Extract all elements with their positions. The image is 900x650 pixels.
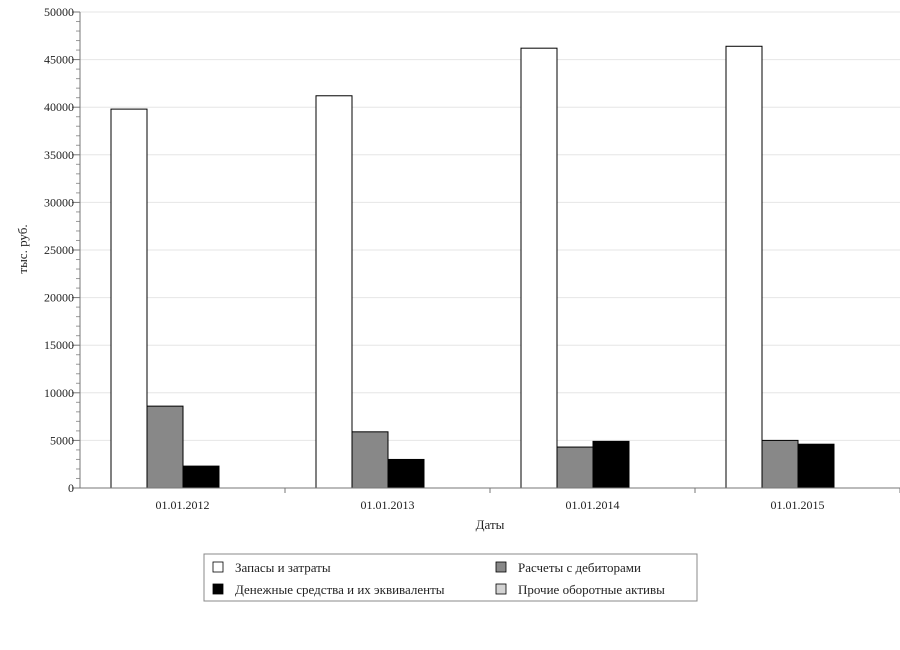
bar bbox=[110, 108, 148, 489]
bar bbox=[387, 458, 425, 489]
y-tick-label: 0 bbox=[68, 481, 74, 495]
bars bbox=[110, 45, 835, 489]
legend-box bbox=[203, 553, 698, 602]
legend-label: Расчеты с дебиторами bbox=[518, 560, 641, 575]
x-tick-label: 01.01.2014 bbox=[566, 498, 620, 512]
y-tick-label: 10000 bbox=[44, 386, 74, 400]
bar bbox=[315, 95, 353, 489]
x-tick-label: 01.01.2012 bbox=[156, 498, 210, 512]
legend-swatch bbox=[495, 561, 507, 573]
bar bbox=[182, 465, 220, 489]
bar bbox=[592, 440, 630, 489]
y-tick-label: 15000 bbox=[44, 338, 74, 352]
bar bbox=[797, 443, 835, 489]
bar bbox=[520, 47, 558, 489]
grid bbox=[80, 11, 900, 441]
legend-swatch bbox=[212, 561, 224, 573]
axes: 0 5000 10000 15000 20000 25000 30000 35000 40000… bbox=[44, 5, 900, 512]
legend-label: Запасы и затраты bbox=[235, 560, 331, 575]
bar bbox=[761, 439, 799, 489]
y-tick-label: 45000 bbox=[44, 53, 74, 67]
legend: Запасы и затраты Расчеты с дебиторами Дене… bbox=[203, 553, 698, 602]
x-axis-title: Даты bbox=[476, 517, 505, 532]
legend-swatch bbox=[495, 583, 507, 595]
legend-label: Денежные средства и их эквиваленты bbox=[235, 582, 445, 597]
bar bbox=[556, 446, 594, 489]
y-tick-label: 40000 bbox=[44, 100, 74, 114]
x-tick-label: 01.01.2013 bbox=[361, 498, 415, 512]
bar bbox=[725, 45, 763, 489]
y-tick-label: 5000 bbox=[50, 433, 74, 447]
y-tick-label: 25000 bbox=[44, 243, 74, 257]
bar bbox=[351, 431, 389, 489]
legend-label: Прочие оборотные активы bbox=[518, 582, 665, 597]
y-tick-label: 50000 bbox=[44, 5, 74, 19]
y-tick-label: 35000 bbox=[44, 148, 74, 162]
bar bbox=[146, 405, 184, 489]
legend-swatch bbox=[212, 583, 224, 595]
y-tick-label: 20000 bbox=[44, 291, 74, 305]
y-tick-label: 30000 bbox=[44, 195, 74, 209]
x-tick-label: 01.01.2015 bbox=[771, 498, 825, 512]
y-axis-title: тыс. руб. bbox=[15, 224, 30, 273]
